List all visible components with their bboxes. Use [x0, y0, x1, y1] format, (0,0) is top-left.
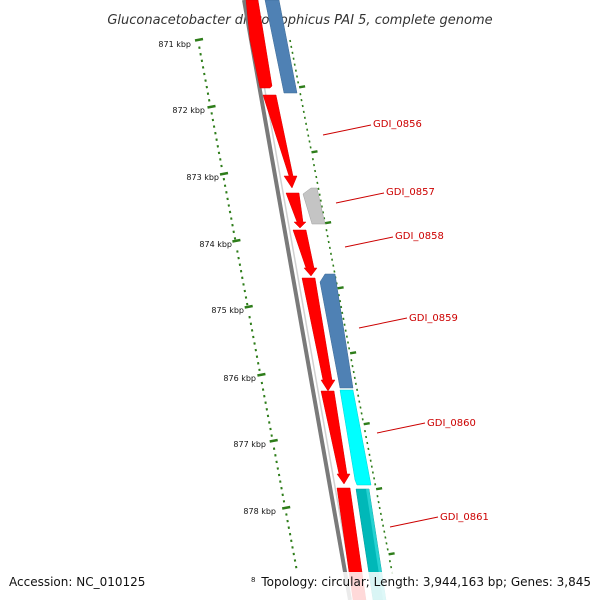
gene-arrow-forward[interactable] — [292, 229, 318, 277]
track-guide-tick — [388, 552, 395, 556]
backbone-outer-line — [242, 0, 352, 600]
gene-labels: GDI_0856 GDI_0857 GDI_0858 GDI_0859 GDI_… — [373, 119, 489, 523]
gene-label-gdi-0859[interactable]: GDI_0859 — [409, 313, 458, 324]
tick-label-877: 877 kbp — [233, 440, 266, 449]
gene-arrow-forward[interactable] — [245, 0, 273, 89]
ruler-major-tick — [207, 104, 216, 109]
gene-label-gdi-0856[interactable]: GDI_0856 — [373, 119, 422, 130]
track-guide-tick — [311, 150, 318, 154]
accession-text: Accession: NC_010125 — [9, 575, 145, 589]
gene-arrow-reverse[interactable] — [302, 187, 326, 225]
track-guide-tick — [324, 220, 332, 225]
footer-small-mark: 8 — [251, 576, 255, 584]
gene-arrow-reverse[interactable] — [264, 0, 298, 94]
ruler-minor-tick — [204, 79, 207, 82]
ruler-major-tick — [194, 37, 204, 42]
gene-label-gdi-0860[interactable]: GDI_0860 — [427, 418, 476, 429]
tick-label-875: 875 kbp — [211, 306, 244, 315]
track-guide-tick — [375, 486, 383, 491]
gene-arrow-reverse[interactable] — [319, 273, 354, 389]
ruler-major-tick — [219, 171, 229, 176]
leader-line-gdi-0860 — [376, 422, 426, 434]
gene-arrow-forward[interactable] — [262, 94, 298, 189]
gene-label-gdi-0858[interactable]: GDI_0858 — [395, 231, 444, 242]
gene-label-gdi-0861[interactable]: GDI_0861 — [440, 512, 489, 523]
ruler-major-tick — [281, 505, 291, 510]
tick-label-871: 871 kbp — [158, 40, 191, 49]
leader-line-gdi-0861 — [389, 516, 439, 528]
gene-arrow-reverse[interactable] — [339, 389, 372, 486]
ruler-major-tick — [257, 372, 266, 377]
track-guide-tick — [337, 286, 344, 290]
track-guide-tick — [298, 85, 306, 89]
tick-label-876: 876 kbp — [223, 374, 256, 383]
track-guide-tick — [363, 421, 370, 426]
ruler-major-tick — [244, 304, 253, 309]
tick-label-873: 873 kbp — [186, 173, 219, 182]
ruler-major-tick — [232, 238, 241, 243]
reverse-strand-features — [264, 0, 387, 600]
track-guide-tick — [349, 351, 357, 355]
leader-line-gdi-0857 — [335, 192, 385, 204]
leader-line-gdi-0856 — [322, 124, 372, 136]
gene-arrow-forward[interactable] — [301, 277, 336, 392]
map-title: Gluconacetobacter diazotrophicus PAI 5, … — [107, 13, 492, 28]
tick-label-872: 872 kbp — [172, 106, 205, 115]
ruler-minor-tick — [253, 342, 256, 345]
footer-backdrop — [0, 572, 600, 600]
gene-arrow-forward[interactable] — [285, 192, 307, 229]
leader-line-gdi-0858 — [344, 236, 394, 248]
ruler-minor-tick — [228, 210, 232, 214]
tick-label-878: 878 kbp — [243, 507, 276, 516]
ruler-major-tick — [269, 438, 278, 443]
gene-label-leaders — [322, 124, 439, 528]
topology-summary: Topology: circular; Length: 3,944,163 bp… — [260, 575, 591, 589]
tick-label-874: 874 kbp — [199, 240, 232, 249]
ruler-tick-labels: 871 kbp 872 kbp 873 kbp 874 kbp 875 kbp … — [158, 40, 276, 516]
leader-line-gdi-0859 — [358, 317, 408, 329]
gene-label-gdi-0857[interactable]: GDI_0857 — [386, 187, 435, 198]
gene-arrow-forward[interactable] — [320, 390, 351, 485]
